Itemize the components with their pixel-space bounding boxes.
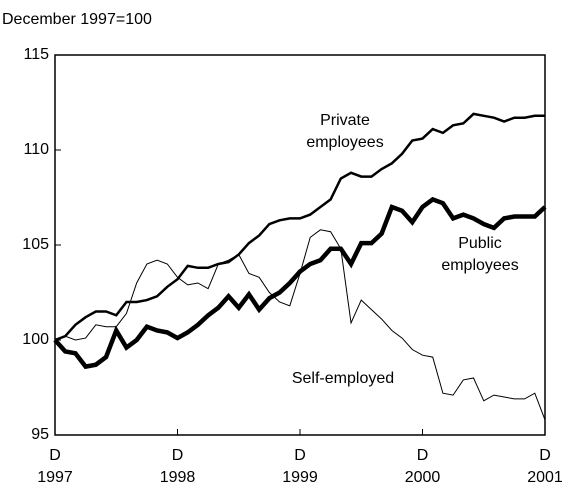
y-tick-label: 100 — [22, 331, 49, 348]
series-line — [53, 196, 547, 370]
y-tick-label: 95 — [31, 426, 49, 443]
series-label: Self-employed — [291, 370, 395, 387]
x-tick-label: D 2001 — [527, 447, 563, 486]
x-tick-label: D 1997 — [37, 447, 73, 486]
series-line — [54, 229, 546, 420]
x-tick-label: D 1999 — [282, 447, 318, 486]
series-label: Private employees — [306, 112, 384, 151]
x-tick-label: D 1998 — [159, 447, 196, 486]
y-tick-label: 105 — [22, 236, 49, 253]
y-tick-label: 115 — [23, 46, 49, 63]
series-label: Public employees — [441, 235, 519, 274]
y-tick-label: 110 — [23, 141, 49, 158]
y-axis-label: December 1997=100 — [2, 11, 152, 28]
series-line — [54, 112, 545, 342]
x-tick-label: D 2000 — [404, 447, 441, 486]
